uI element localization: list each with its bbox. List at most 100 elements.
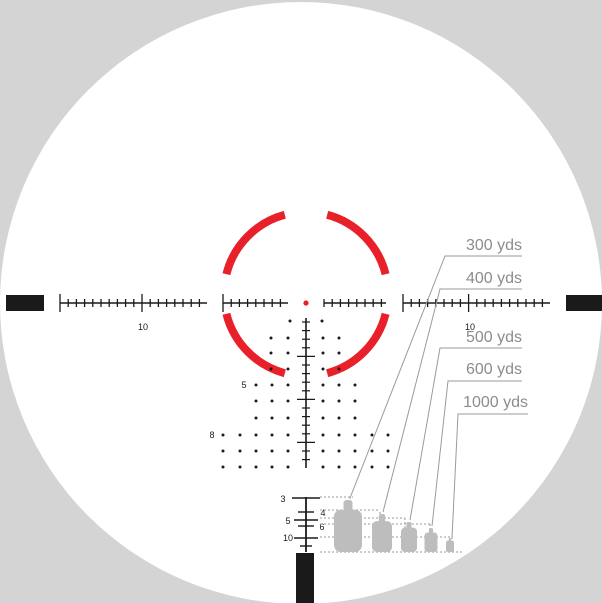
holdover-dot [270,399,274,403]
holdover-dot [238,449,242,453]
holdover-dot [286,433,290,437]
silhouette-target-icon [401,522,417,552]
silhouette-target-icon [334,500,362,552]
holdover-dot [353,465,357,469]
target-head [406,522,412,529]
holdover-dot [238,433,242,437]
holdover-dot [321,367,325,371]
holdover-dot [269,336,273,340]
holdover-dot [353,416,357,420]
holdover-dot [254,433,258,437]
holdover-dot [269,367,273,371]
holdover-dot [353,449,357,453]
holdover-dot [254,383,258,387]
rangefinder-label-5: 5 [285,516,290,526]
holdover-label-8: 8 [209,430,214,440]
holdover-dot [320,319,324,323]
holdover-dot [270,416,274,420]
holdover-dot [337,449,341,453]
red-ring-arc [222,210,286,276]
holdover-dot [270,449,274,453]
holdover-dot [353,433,357,437]
red-ring-icon [222,210,390,378]
holdover-dot [337,336,341,340]
holdover-dot [321,449,325,453]
holdover-dot [353,383,357,387]
holdover-dot [321,416,325,420]
holdover-dot [370,465,374,469]
holdover-dot [321,465,325,469]
holdover-dot [288,319,292,323]
holdover-dot [353,399,357,403]
holdover-dot [286,449,290,453]
holdover-dot [254,449,258,453]
callout-leader [349,255,522,499]
holdover-dot [221,465,225,469]
red-ring-arc [222,312,286,378]
holdover-dot [270,383,274,387]
holdover-dot [270,433,274,437]
holdover-dot [269,351,273,355]
holdover-dot [238,465,242,469]
holdover-dot [286,399,290,403]
holdover-dot [337,416,341,420]
horizontal-stadia [59,294,550,312]
holdover-dot [337,383,341,387]
holdover-dot [337,399,341,403]
callout-leader-lines [349,255,528,539]
range-label-400: 400 yds [466,270,522,287]
holdover-dot [286,416,290,420]
target-body [446,540,454,552]
center-dot-icon [303,300,309,306]
holdover-dot [337,433,341,437]
holdover-dot [221,449,225,453]
right-scale-label: 10 [465,322,475,332]
holdover-dot [221,433,225,437]
holdover-dot [286,383,290,387]
holdover-dot [337,367,341,371]
holdover-dot [386,433,390,437]
holdover-dot [270,465,274,469]
holdover-dot [321,336,325,340]
target-head [428,528,434,534]
holdover-dot [337,351,341,355]
holdover-dot [370,433,374,437]
holdover-dot [321,351,325,355]
holdover-dot [337,465,341,469]
holdover-dot [286,465,290,469]
holdover-dot [254,399,258,403]
target-head [343,500,353,512]
silhouette-target-icon [424,528,438,552]
right-thick-post [566,295,602,311]
silhouette-target-icon [372,514,392,552]
rangefinder-label-3: 3 [280,494,285,504]
holdover-label-5: 5 [241,380,246,390]
red-ring-arc [326,210,390,276]
silhouette-targets [334,500,454,552]
holdover-dot [386,449,390,453]
target-body [424,532,438,552]
target-body [372,521,392,552]
holdover-dot-tree [221,319,390,469]
holdover-dot [254,416,258,420]
silhouette-target-icon [446,538,454,552]
vertical-stadia [297,318,315,468]
rangefinder-label-4: 4 [320,508,325,518]
target-head [378,514,386,523]
range-label-300: 300 yds [466,237,522,254]
callout-leader [409,347,522,521]
holdover-dot [286,336,290,340]
range-label-500: 500 yds [466,329,522,346]
red-ring-arc [326,312,390,378]
left-scale-label: 10 [138,322,148,332]
callout-leader [451,413,528,539]
rangefinder-label-6: 6 [319,522,324,532]
left-thick-post [6,295,44,311]
holdover-dot [286,367,290,371]
range-label-600: 600 yds [466,361,522,378]
rangefinder-scale [292,497,320,552]
rangefinder-label-10: 10 [283,533,293,543]
